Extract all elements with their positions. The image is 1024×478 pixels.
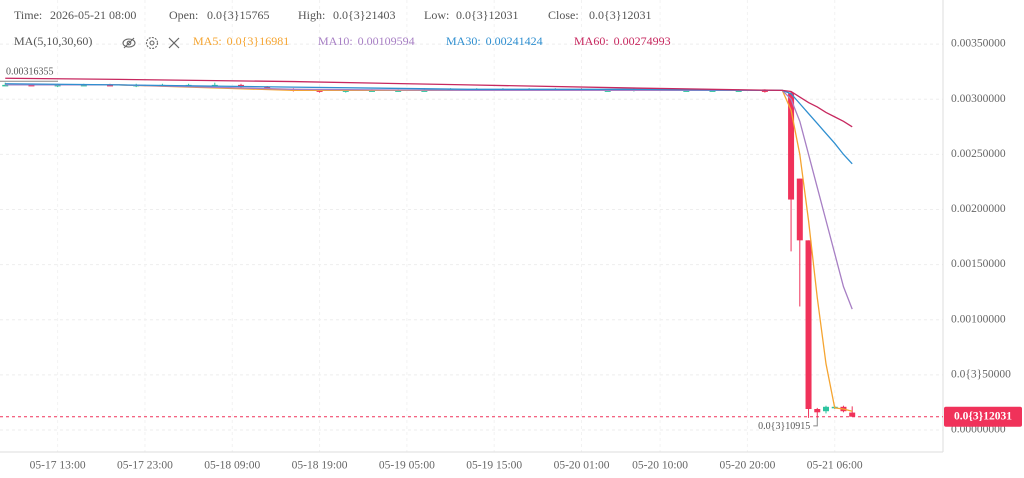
time-label: Time: [14, 8, 42, 22]
candle-body [421, 90, 428, 92]
candle-body [709, 90, 716, 92]
candle-body [822, 406, 829, 412]
candle-body [316, 90, 323, 92]
y-tick-label: 0.00150000 [951, 258, 1006, 270]
visibility-icon[interactable] [122, 37, 136, 49]
open-label: Open: [169, 8, 198, 22]
x-tick-label: 05-20 01:00 [554, 460, 610, 472]
close-label: Close: [548, 8, 579, 22]
y-tick-label: 0.00100000 [951, 313, 1006, 325]
candle-body [54, 84, 61, 87]
y-tick-label: 0.00350000 [951, 38, 1006, 50]
candle-body [796, 178, 803, 241]
legend-value: 0.00241424 [486, 34, 543, 48]
ma-line [5, 83, 853, 165]
candle-body [368, 90, 375, 92]
x-tick-label: 05-19 15:00 [466, 460, 522, 472]
x-tick-label: 05-20 10:00 [632, 460, 688, 472]
legend-value: 0.00274993 [614, 34, 671, 48]
candle-body [2, 84, 9, 87]
candle-body [107, 84, 114, 87]
y-tick-label: 0.00300000 [951, 93, 1006, 105]
candle-body [28, 84, 35, 87]
ma-line [5, 84, 853, 412]
legend-value: 0.0{3}16981 [227, 34, 290, 48]
x-tick-label: 05-19 05:00 [379, 460, 435, 472]
y-tick-label: 0.0{3}50000 [951, 368, 1011, 380]
y-tick-label: 0.00200000 [951, 203, 1006, 215]
x-tick-label: 05-18 19:00 [292, 460, 348, 472]
min-marker-line [813, 417, 818, 427]
open-value: 0.0{3}15765 [207, 8, 270, 22]
header: Time: 2026-05-21 08:00 Open: 0.0{3}15765… [14, 8, 652, 50]
legend-name: MA30: [446, 34, 481, 48]
candle-body [683, 90, 690, 92]
candle-body [395, 90, 402, 92]
candle-body [604, 90, 611, 92]
candle-body [761, 90, 768, 92]
ma-line [5, 84, 853, 310]
x-tick-label: 05-20 20:00 [719, 460, 775, 472]
candle-body [735, 90, 742, 92]
high-value: 0.0{3}21403 [333, 8, 396, 22]
x-tick-label: 05-17 13:00 [30, 460, 86, 472]
low-label: Low: [424, 8, 449, 22]
legend-value: 0.00109594 [358, 34, 415, 48]
close-value: 0.0{3}12031 [589, 8, 652, 22]
legend-name: MA5: [193, 34, 222, 48]
legend-name: MA60: [574, 34, 609, 48]
candle-body [805, 240, 812, 410]
low-value: 0.0{3}12031 [456, 8, 519, 22]
candle-body [80, 84, 87, 87]
ma-line [5, 77, 853, 128]
x-tick-label: 05-18 09:00 [204, 460, 260, 472]
time-value: 2026-05-21 08:00 [50, 8, 136, 22]
candle-body [788, 92, 795, 200]
legend-name: MA10: [318, 34, 353, 48]
candle-body [814, 409, 821, 413]
candle-body [849, 412, 856, 417]
ma-title: MA(5,10,30,60) [14, 34, 92, 48]
close-icon[interactable] [168, 37, 180, 49]
min-marker-label: 0.0{3}10915 [758, 421, 810, 432]
x-tick-label: 05-17 23:00 [117, 460, 173, 472]
last-price-box [944, 406, 1022, 427]
x-tick-label: 05-21 06:00 [807, 460, 863, 472]
settings-icon[interactable] [145, 36, 159, 50]
candle-body [342, 90, 349, 92]
high-label: High: [298, 8, 325, 22]
max-marker-label: 0.00316355 [6, 66, 54, 77]
last-price-label: 0.0{3}12031 [954, 410, 1012, 422]
y-tick-label: 0.00250000 [951, 148, 1006, 160]
